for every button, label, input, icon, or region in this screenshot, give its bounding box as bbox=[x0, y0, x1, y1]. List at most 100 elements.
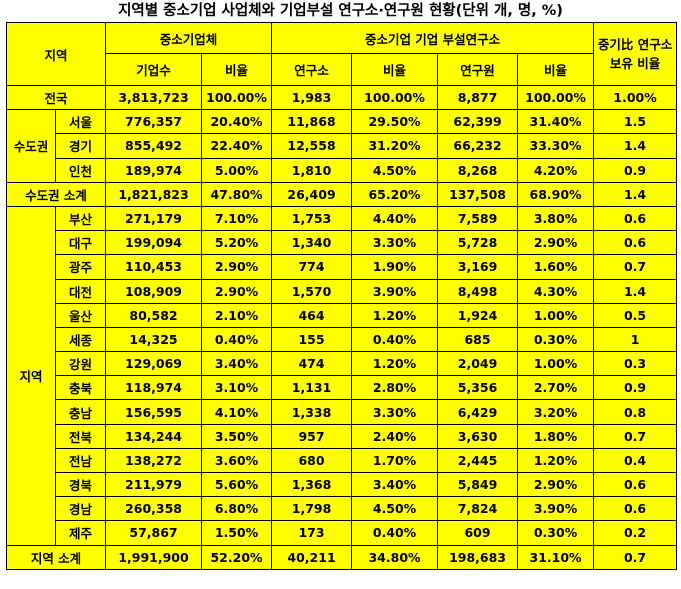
table-row: 경남 260,358 6.80% 1,798 4.50% 7,824 3.90% 0.6 bbox=[7, 496, 678, 522]
header-region: 지역 bbox=[5, 22, 107, 86]
lab-ratio-cell: 0.40% bbox=[351, 326, 439, 353]
lab-ratio-index-cell: 1.4 bbox=[593, 181, 678, 207]
firm-count-cell: 199,094 bbox=[105, 230, 203, 256]
group-label-region: 지역 bbox=[6, 205, 56, 546]
firm-count-cell: 138,272 bbox=[105, 447, 203, 474]
researcher-ratio-cell: 2.90% bbox=[517, 230, 595, 256]
lab-ratio-index-cell: 0.2 bbox=[593, 520, 678, 546]
firm-count-cell: 211,979 bbox=[105, 471, 203, 498]
researcher-count-cell: 2,445 bbox=[437, 447, 519, 474]
researcher-count-cell: 7,824 bbox=[437, 496, 519, 522]
header-researcher-ratio: 비율 bbox=[517, 53, 595, 86]
table-row: 충남 156,595 4.10% 1,338 3.30% 6,429 3.20% 0.8 bbox=[7, 399, 678, 425]
firm-ratio-cell: 3.50% bbox=[201, 423, 273, 449]
lab-ratio-cell: 2.40% bbox=[351, 423, 439, 449]
lab-ratio-index-cell: 1.00% bbox=[593, 84, 678, 111]
researcher-count-cell: 5,849 bbox=[437, 471, 519, 498]
header-ratio-col: 중기比 연구소보유 비율 bbox=[593, 22, 678, 86]
researcher-ratio-cell: 1.60% bbox=[517, 254, 595, 280]
table-row: 광주 110,453 2.90% 774 1.90% 3,169 1.60% 0.7 bbox=[7, 254, 678, 280]
table-row: 인천 189,974 5.00% 1,810 4.50% 8,268 4.20% 0.9 bbox=[7, 157, 678, 183]
firm-ratio-cell: 2.90% bbox=[201, 278, 273, 304]
lab-ratio-cell: 3.30% bbox=[351, 399, 439, 425]
lab-ratio-index-cell: 1 bbox=[593, 326, 678, 353]
lab-ratio-cell: 3.90% bbox=[351, 278, 439, 304]
lab-ratio-index-cell: 1.5 bbox=[593, 109, 678, 135]
lab-count-cell: 1,340 bbox=[271, 230, 353, 256]
firm-count-cell: 110,453 bbox=[105, 254, 203, 280]
firm-count-cell: 129,069 bbox=[105, 351, 203, 377]
researcher-count-cell: 5,356 bbox=[437, 375, 519, 401]
firm-ratio-cell: 5.00% bbox=[201, 157, 273, 183]
table-row: 전남 138,272 3.60% 680 1.70% 2,445 1.20% 0.4 bbox=[7, 447, 678, 474]
row-label: 강원 bbox=[54, 351, 107, 377]
researcher-count-cell: 8,877 bbox=[437, 84, 519, 111]
table-row: 대전 108,909 2.90% 1,570 3.90% 8,498 4.30% 1.4 bbox=[7, 278, 678, 304]
lab-ratio-index-cell: 0.6 bbox=[593, 205, 678, 232]
lab-count-cell: 1,368 bbox=[271, 471, 353, 498]
header-lab-ratio: 비율 bbox=[351, 53, 439, 86]
row-label: 전국 bbox=[5, 84, 107, 111]
lab-ratio-index-cell: 0.5 bbox=[593, 302, 678, 328]
firm-count-cell: 57,867 bbox=[105, 520, 203, 546]
lab-ratio-cell: 100.00% bbox=[351, 84, 439, 111]
researcher-ratio-cell: 0.30% bbox=[517, 326, 595, 353]
row-label: 울산 bbox=[54, 302, 107, 328]
data-table: 지역 중소기업체 중소기업 기업 부설연구소 중기比 연구소보유 비율 기업수 … bbox=[5, 22, 678, 570]
firm-count-cell: 108,909 bbox=[105, 278, 203, 304]
lab-ratio-cell: 1.70% bbox=[351, 447, 439, 474]
researcher-ratio-cell: 1.80% bbox=[517, 423, 595, 449]
firm-ratio-cell: 3.40% bbox=[201, 351, 273, 377]
firm-count-cell: 3,813,723 bbox=[105, 84, 203, 111]
lab-count-cell: 957 bbox=[271, 423, 353, 449]
researcher-ratio-cell: 1.00% bbox=[517, 351, 595, 377]
firm-ratio-cell: 47.80% bbox=[201, 181, 273, 207]
firm-ratio-cell: 2.10% bbox=[201, 302, 273, 328]
lab-ratio-index-cell: 0.7 bbox=[593, 423, 678, 449]
header-sme-group: 중소기업체 bbox=[105, 22, 273, 54]
lab-ratio-cell: 34.80% bbox=[351, 544, 439, 570]
table-row: 지역 소계 1,991,900 52.20% 40,211 34.80% 198,683 3… bbox=[5, 544, 678, 570]
firm-count-cell: 1,991,900 bbox=[105, 544, 203, 570]
firm-ratio-cell: 1.50% bbox=[201, 520, 273, 546]
table-row: 대구 199,094 5.20% 1,340 3.30% 5,728 2.90% 0.6 bbox=[7, 230, 678, 256]
researcher-ratio-cell: 4.30% bbox=[517, 278, 595, 304]
row-label: 경북 bbox=[54, 471, 107, 498]
lab-count-cell: 1,798 bbox=[271, 496, 353, 522]
lab-ratio-cell: 1.90% bbox=[351, 254, 439, 280]
researcher-count-cell: 1,924 bbox=[437, 302, 519, 328]
lab-count-cell: 40,211 bbox=[271, 544, 353, 570]
lab-ratio-index-cell: 0.4 bbox=[593, 447, 678, 474]
row-label: 대구 bbox=[54, 230, 107, 256]
researcher-ratio-cell: 31.10% bbox=[517, 544, 595, 570]
row-label: 부산 bbox=[54, 205, 107, 232]
row-label: 충북 bbox=[54, 375, 107, 401]
researcher-ratio-cell: 2.90% bbox=[517, 471, 595, 498]
researcher-ratio-cell: 3.20% bbox=[517, 399, 595, 425]
page-title: 지역별 중소기업 사업체와 기업부설 연구소·연구원 현황(단위 개, 명, %… bbox=[118, 3, 563, 19]
firm-ratio-cell: 2.90% bbox=[201, 254, 273, 280]
researcher-ratio-cell: 2.70% bbox=[517, 375, 595, 401]
researcher-ratio-cell: 4.20% bbox=[517, 157, 595, 183]
lab-count-cell: 1,131 bbox=[271, 375, 353, 401]
firm-ratio-cell: 0.40% bbox=[201, 326, 273, 353]
lab-ratio-index-cell: 0.8 bbox=[593, 399, 678, 425]
researcher-count-cell: 66,232 bbox=[437, 133, 519, 159]
table-row: 전국 3,813,723 100.00% 1,983 100.00% 8,877 100.0… bbox=[5, 84, 678, 111]
lab-ratio-cell: 4.50% bbox=[351, 157, 439, 183]
lab-ratio-cell: 31.20% bbox=[351, 133, 439, 159]
header-row-2: 기업수 비율 연구소 비율 연구원 비율 bbox=[7, 53, 677, 86]
firm-count-cell: 1,821,823 bbox=[105, 181, 203, 207]
researcher-count-cell: 6,429 bbox=[437, 399, 519, 425]
lab-count-cell: 1,810 bbox=[271, 157, 353, 183]
row-label: 수도권 소계 bbox=[5, 181, 107, 207]
researcher-ratio-cell: 3.80% bbox=[517, 205, 595, 232]
lab-ratio-cell: 29.50% bbox=[351, 109, 439, 135]
table-row: 충북 118,974 3.10% 1,131 2.80% 5,356 2.70% 0.9 bbox=[7, 375, 678, 401]
lab-count-cell: 474 bbox=[271, 351, 353, 377]
researcher-count-cell: 609 bbox=[437, 520, 519, 546]
row-label: 인천 bbox=[54, 157, 107, 183]
lab-ratio-cell: 65.20% bbox=[351, 181, 439, 207]
lab-count-cell: 1,570 bbox=[271, 278, 353, 304]
firm-count-cell: 118,974 bbox=[105, 375, 203, 401]
